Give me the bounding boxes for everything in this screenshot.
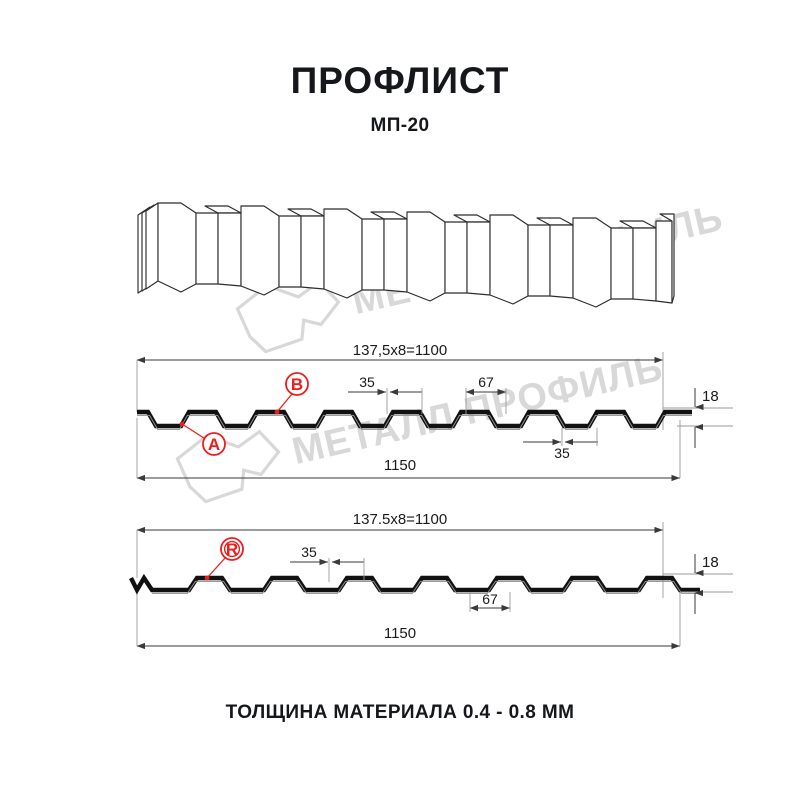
leader-line-marker-b [274,393,293,415]
dim-label-rib-base-67: 67 [478,374,494,390]
dim-label-overall-2: 1150 [384,625,416,642]
marker-label-a: A [208,435,220,454]
section-bottom: 137.5x8=1100 1150 35 67 [129,511,733,650]
isometric-profile-view [137,202,675,308]
profile-thickness-line-top [137,414,692,430]
leader-line-marker-r [204,557,226,581]
dim-label-rib-top-35-2: 35 [301,544,317,560]
marker-circle-b [285,372,309,396]
watermark-logo-icon [235,279,341,354]
dim-label-rib-top-35: 35 [359,374,375,390]
page-subtitle: МП-20 [370,114,430,136]
dim-label-height-18: 18 [702,388,719,405]
marker-label-b: B [291,375,303,394]
marker-label-r: R [226,540,238,559]
dim-label-overall: 1150 [384,457,416,474]
dim-label-rib-base-67-2: 67 [482,591,498,607]
dim-label-pitch-2: 137.5x8=1100 [353,511,447,528]
marker-circle-a [202,432,226,456]
marker-circle-r-inner [223,540,241,558]
dim-label-rib-bottom-35: 35 [554,445,570,461]
title-block: ПРОФЛИСТ МП-20 [0,60,800,137]
dim-label-pitch: 137,5x8=1100 [353,342,447,359]
material-thickness-note: ТОЛЩИНА МАТЕРИАЛА 0.4 - 0.8 ММ [225,702,575,723]
section-top: 137,5x8=1100 1150 35 67 [136,342,733,482]
watermark-logo-icon [175,429,281,504]
profile-thickness-line-bottom [152,580,700,594]
page-title: ПРОФЛИСТ [290,60,510,101]
dim-label-height-18-2: 18 [702,554,719,571]
leader-line-marker-a [179,421,208,441]
